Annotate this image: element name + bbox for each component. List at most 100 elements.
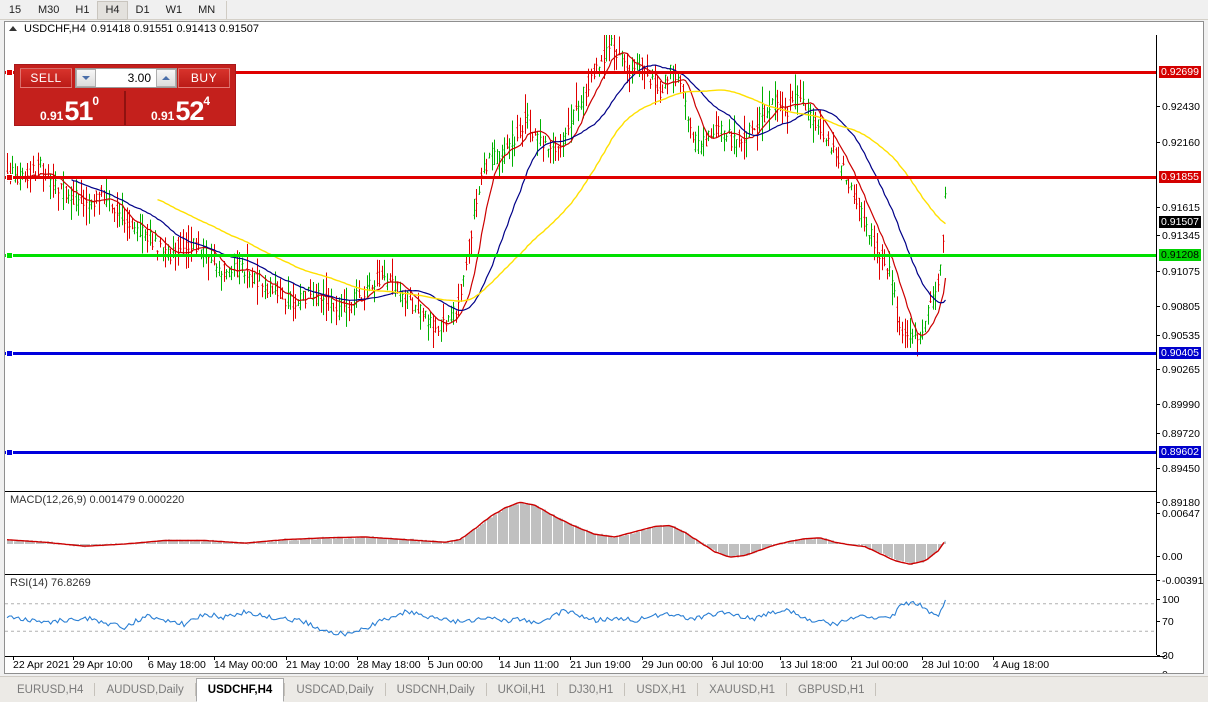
rsi-label: RSI(14) 76.8269 bbox=[10, 577, 91, 589]
chart-tab-usdx-h1[interactable]: USDX,H1 bbox=[636, 683, 687, 696]
scale-tick-label: 0.91855 bbox=[1159, 171, 1201, 183]
time-axis-label: 21 Jun 19:00 bbox=[570, 659, 631, 671]
scale-tick-label: 0.89990 bbox=[1162, 399, 1200, 411]
scale-tick-label: 0.91075 bbox=[1162, 266, 1200, 278]
chevron-down-icon bbox=[82, 76, 90, 80]
volume-stepper[interactable]: 3.00 bbox=[75, 68, 177, 88]
scale-tick-mark bbox=[1157, 106, 1160, 107]
volume-decrement-button[interactable] bbox=[76, 69, 96, 87]
time-axis-label: 21 Jul 00:00 bbox=[851, 659, 909, 671]
buy-price[interactable]: 0.91 52 4 bbox=[126, 91, 235, 125]
chart-tab-audusd-daily[interactable]: AUDUSD,Daily bbox=[106, 683, 184, 696]
time-axis-label: 29 Apr 10:00 bbox=[73, 659, 133, 671]
time-axis-tick bbox=[712, 657, 713, 660]
scale-tick-label: 0.91208 bbox=[1159, 249, 1201, 261]
price-scale-tick: 70 bbox=[1157, 616, 1203, 628]
sell-price-fraction: 0 bbox=[92, 94, 100, 108]
chart-tab-xauusd-h1[interactable]: XAUUSD,H1 bbox=[709, 683, 775, 696]
chart-tab-usdcnh-daily[interactable]: USDCNH,Daily bbox=[396, 683, 475, 696]
timeframe-button-m30[interactable]: M30 bbox=[38, 4, 60, 16]
timeframe-button-d1[interactable]: D1 bbox=[135, 4, 150, 16]
timeframe-button-h1[interactable]: H1 bbox=[75, 4, 90, 16]
sell-price[interactable]: 0.91 51 0 bbox=[15, 91, 124, 125]
chart-tab-usdchf-h4[interactable]: USDCHF,H4 bbox=[195, 677, 285, 702]
one-click-trading-panel[interactable]: SELL 3.00 BUY 0.91 51 0 bbox=[14, 64, 236, 126]
time-axis-label: 5 Jun 00:00 bbox=[428, 659, 483, 671]
price-scale[interactable]: 0.92699 0.92430 0.92160 0.91855 0.91615 0.915… bbox=[1156, 35, 1204, 673]
level-anchor-left[interactable] bbox=[6, 252, 13, 259]
scale-tick-mark bbox=[1157, 369, 1160, 370]
price-divider bbox=[124, 91, 126, 125]
time-axis-tick bbox=[428, 657, 429, 660]
scale-tick-mark bbox=[1157, 556, 1160, 557]
chart-tab-gbpusd-h1[interactable]: GBPUSD,H1 bbox=[798, 683, 865, 696]
scale-tick-label: 0.91345 bbox=[1162, 230, 1200, 242]
time-axis-tick bbox=[780, 657, 781, 660]
time-axis-label: 28 May 18:00 bbox=[357, 659, 421, 671]
timeframe-toolbar: 15 M30 H1 H4 D1 W1 MN bbox=[0, 0, 1208, 20]
sell-price-big: 51 bbox=[64, 96, 93, 125]
sell-button[interactable]: SELL bbox=[20, 68, 72, 88]
chart-tab-eurusd-h4[interactable]: EURUSD,H4 bbox=[17, 683, 84, 696]
time-axis-label: 4 Aug 18:00 bbox=[993, 659, 1050, 671]
chart-tab-dj30-h1[interactable]: DJ30,H1 bbox=[568, 683, 614, 696]
volume-increment-button[interactable] bbox=[156, 69, 176, 87]
scale-tick-label: -0.00391 bbox=[1162, 575, 1204, 587]
price-scale-tick: 0.91075 bbox=[1157, 266, 1203, 278]
scale-tick-mark bbox=[1157, 335, 1160, 336]
chart-window[interactable]: USDCHF,H4 0.91418 0.91551 0.91413 0.9150… bbox=[4, 21, 1204, 674]
price-scale-tick: 0.90265 bbox=[1157, 364, 1203, 376]
tab-separator bbox=[556, 683, 558, 696]
timeframe-button-w1[interactable]: W1 bbox=[165, 4, 183, 16]
buy-button[interactable]: BUY bbox=[178, 68, 230, 88]
scale-tick-label: 0.91507 bbox=[1159, 216, 1201, 228]
price-scale-tick: 0.89450 bbox=[1157, 463, 1203, 475]
one-click-prices: 0.91 51 0 0.91 52 4 bbox=[15, 91, 235, 125]
scale-tick-mark bbox=[1157, 142, 1160, 143]
chart-tab-ukoil-h1[interactable]: UKOil,H1 bbox=[497, 683, 546, 696]
chart-tab-usdcad-daily[interactable]: USDCAD,Daily bbox=[296, 683, 374, 696]
rsi-pane[interactable]: RSI(14) 76.8269 bbox=[5, 574, 1165, 655]
level-line-support-green[interactable] bbox=[5, 252, 1165, 259]
tab-separator bbox=[786, 683, 787, 696]
scale-tick-mark bbox=[1157, 404, 1160, 405]
level-line-support-blue-lower[interactable] bbox=[5, 449, 1165, 456]
scale-tick-mark bbox=[1157, 207, 1160, 208]
volume-value[interactable]: 3.00 bbox=[127, 71, 151, 85]
price-scale-tick: 0.90405 bbox=[1157, 347, 1203, 359]
timeframe-button-h4[interactable]: H4 bbox=[97, 0, 128, 20]
price-scale-tick: 0.90535 bbox=[1157, 330, 1203, 342]
tab-separator bbox=[875, 683, 877, 696]
level-anchor-left[interactable] bbox=[6, 350, 13, 357]
tab-separator bbox=[384, 683, 386, 696]
scale-tick-mark bbox=[1157, 271, 1160, 272]
time-axis-tick bbox=[148, 657, 149, 660]
collapse-triangle-icon[interactable] bbox=[9, 26, 17, 31]
time-axis-tick bbox=[499, 657, 500, 660]
time-axis-tick bbox=[357, 657, 358, 660]
chart-tab-bar: EURUSD,H4 AUDUSD,Daily USDCHF,H4 USDCAD,Dai… bbox=[0, 676, 1208, 702]
level-anchor-left[interactable] bbox=[6, 69, 13, 76]
macd-pane[interactable]: MACD(12,26,9) 0.001479 0.000220 bbox=[5, 491, 1165, 573]
timeframe-button-mn[interactable]: MN bbox=[198, 4, 216, 16]
price-scale-tick: 30 bbox=[1157, 650, 1203, 662]
time-axis-label: 6 May 18:00 bbox=[148, 659, 206, 671]
price-scale-tick: 0 bbox=[1157, 669, 1203, 673]
time-axis: 22 Apr 2021 29 Apr 10:00 6 May 18:00 14 May… bbox=[5, 656, 1165, 673]
level-anchor-left[interactable] bbox=[6, 449, 13, 456]
tab-separator bbox=[284, 683, 286, 696]
time-axis-tick bbox=[993, 657, 994, 660]
chevron-up-icon bbox=[162, 76, 170, 80]
level-anchor-left[interactable] bbox=[6, 174, 13, 181]
scale-tick-mark bbox=[1157, 655, 1160, 656]
scale-tick-mark bbox=[1157, 502, 1160, 503]
chart-header: USDCHF,H4 0.91418 0.91551 0.91413 0.9150… bbox=[5, 22, 1203, 35]
scale-tick-label: 0.89180 bbox=[1162, 497, 1200, 509]
scale-tick-mark bbox=[1157, 599, 1160, 600]
price-scale-tick: 0.92699 bbox=[1157, 66, 1203, 78]
scale-tick-label: 0.90405 bbox=[1159, 347, 1201, 359]
level-line-support-blue-upper[interactable] bbox=[5, 350, 1165, 357]
buy-price-prefix: 0.91 bbox=[150, 109, 175, 123]
timeframe-button-15[interactable]: 15 bbox=[8, 4, 22, 16]
level-line-resistance-mid[interactable] bbox=[5, 174, 1165, 181]
